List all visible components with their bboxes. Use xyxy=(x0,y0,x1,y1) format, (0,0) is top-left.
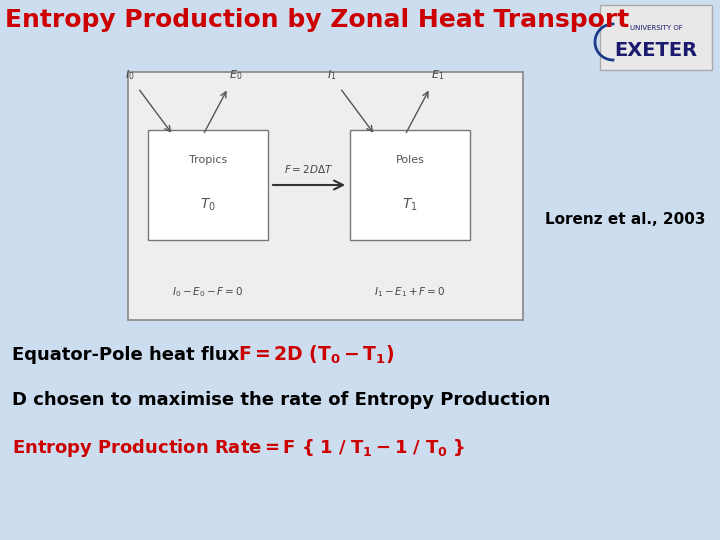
Bar xyxy=(350,130,470,240)
Text: $I_1-E_1+F=0$: $I_1-E_1+F=0$ xyxy=(374,285,446,299)
Bar xyxy=(600,5,712,70)
Text: $T_1$: $T_1$ xyxy=(402,197,418,213)
Text: UNIVERSITY OF: UNIVERSITY OF xyxy=(629,25,683,31)
Text: Lorenz et al., 2003: Lorenz et al., 2003 xyxy=(545,213,706,227)
Text: $I_0$: $I_0$ xyxy=(125,68,135,82)
Text: $F = 2D\Delta T$: $F = 2D\Delta T$ xyxy=(284,163,333,175)
Text: Entropy Production by Zonal Heat Transport: Entropy Production by Zonal Heat Transpo… xyxy=(5,8,629,32)
Text: $I_1$: $I_1$ xyxy=(328,68,337,82)
Text: D chosen to maximise the rate of Entropy Production: D chosen to maximise the rate of Entropy… xyxy=(12,391,550,409)
Text: EXETER: EXETER xyxy=(614,40,698,59)
Bar xyxy=(148,130,268,240)
Text: $E_0$: $E_0$ xyxy=(229,68,243,82)
Text: $T_0$: $T_0$ xyxy=(200,197,216,213)
Text: $E_1$: $E_1$ xyxy=(431,68,445,82)
Bar xyxy=(128,72,523,320)
Text: $I_0-E_0-F=0$: $I_0-E_0-F=0$ xyxy=(172,285,244,299)
Text: Tropics: Tropics xyxy=(189,155,227,165)
Text: $\mathbf{F = 2D\ (T_0 - T_1)}$: $\mathbf{F = 2D\ (T_0 - T_1)}$ xyxy=(238,344,395,366)
Text: $\mathbf{Entropy\ Production\ Rate = F\ \{\ 1\ /\ T_1 - 1\ /\ T_0\ \}}$: $\mathbf{Entropy\ Production\ Rate = F\ … xyxy=(12,437,465,459)
Text: Equator-Pole heat flux: Equator-Pole heat flux xyxy=(12,346,239,364)
Text: Poles: Poles xyxy=(395,155,424,165)
